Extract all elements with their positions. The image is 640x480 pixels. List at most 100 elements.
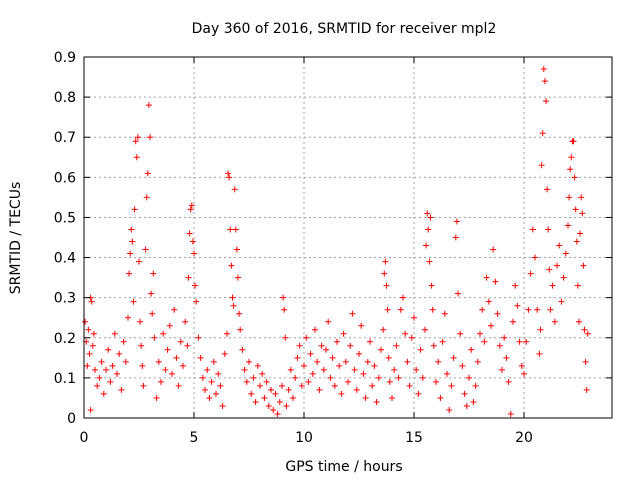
data-point (180, 362, 186, 369)
data-point (544, 186, 551, 193)
data-point (252, 398, 259, 405)
data-point (133, 154, 140, 161)
data-point (479, 306, 486, 313)
data-point (427, 214, 434, 221)
data-point (296, 342, 303, 349)
data-point (340, 330, 347, 337)
x-tick-label: 10 (295, 430, 313, 446)
data-point (301, 362, 307, 369)
data-point (221, 350, 228, 357)
data-point (96, 374, 103, 381)
data-point (477, 330, 483, 337)
data-point (385, 354, 392, 361)
data-point (556, 242, 563, 249)
data-point (144, 170, 151, 177)
data-point (280, 294, 287, 301)
data-point (107, 378, 114, 385)
data-point (254, 362, 261, 369)
data-point (444, 370, 450, 377)
plot-frame (83, 56, 613, 419)
data-point (578, 194, 585, 201)
data-point (562, 250, 569, 257)
data-point (527, 270, 534, 277)
data-point (325, 318, 332, 325)
data-point (184, 342, 191, 349)
data-point (570, 138, 577, 145)
y-tick-label: 0.3 (54, 291, 76, 307)
data-point (140, 382, 147, 389)
data-point (516, 338, 523, 345)
data-point (437, 394, 444, 401)
data-point (400, 294, 406, 301)
data-point (125, 314, 131, 321)
data-point (82, 318, 89, 325)
data-point (543, 98, 549, 105)
data-point (429, 306, 436, 313)
data-point (466, 374, 472, 381)
data-point (582, 358, 589, 365)
data-point (230, 302, 237, 309)
data-point (373, 398, 380, 405)
data-point (116, 350, 123, 357)
data-point (572, 206, 579, 213)
data-point (120, 338, 127, 345)
data-point (318, 342, 325, 349)
data-point (175, 382, 182, 389)
data-point (349, 310, 356, 317)
data-point (270, 406, 277, 413)
data-point (169, 370, 175, 377)
data-point (148, 290, 155, 297)
data-point (411, 314, 417, 321)
data-point (353, 386, 360, 393)
data-point (281, 306, 288, 313)
data-point (237, 326, 244, 333)
data-point (89, 342, 96, 349)
data-point (111, 330, 118, 337)
data-point (105, 346, 112, 353)
data-point (193, 298, 200, 305)
y-axis-label: SRMTID / TECUs (8, 182, 24, 295)
data-point (430, 342, 437, 349)
data-point (187, 206, 194, 213)
data-point (103, 366, 109, 373)
data-point (369, 382, 376, 389)
data-point (138, 342, 145, 349)
data-point (457, 330, 464, 337)
data-point (182, 318, 189, 325)
data-point (109, 362, 116, 369)
data-point (455, 290, 461, 297)
data-point (521, 370, 527, 377)
data-point (453, 218, 460, 225)
data-point (573, 238, 580, 245)
data-point (265, 402, 272, 409)
data-point (132, 138, 139, 145)
data-point (565, 222, 571, 229)
data-point (382, 258, 389, 265)
data-point (298, 382, 305, 389)
chart-title: Day 360 of 2016, SRMTID for receiver mpl… (192, 21, 497, 37)
data-point (419, 374, 426, 381)
data-point (579, 210, 586, 217)
data-point (360, 370, 367, 377)
data-point (285, 386, 292, 393)
data-point (507, 410, 514, 417)
data-point (558, 298, 565, 305)
data-point (571, 174, 578, 181)
data-point (195, 334, 202, 341)
data-point (276, 398, 283, 405)
data-point (173, 354, 180, 361)
data-point (367, 338, 373, 345)
data-point (529, 226, 536, 233)
data-point (381, 270, 388, 277)
data-point (577, 230, 584, 237)
data-point (217, 382, 224, 389)
data-point (386, 378, 393, 385)
data-point (323, 346, 329, 353)
data-point (342, 358, 349, 365)
data-point (428, 282, 435, 289)
data-point (150, 270, 157, 277)
data-point (85, 326, 92, 333)
data-point (314, 358, 321, 365)
data-point (395, 374, 402, 381)
